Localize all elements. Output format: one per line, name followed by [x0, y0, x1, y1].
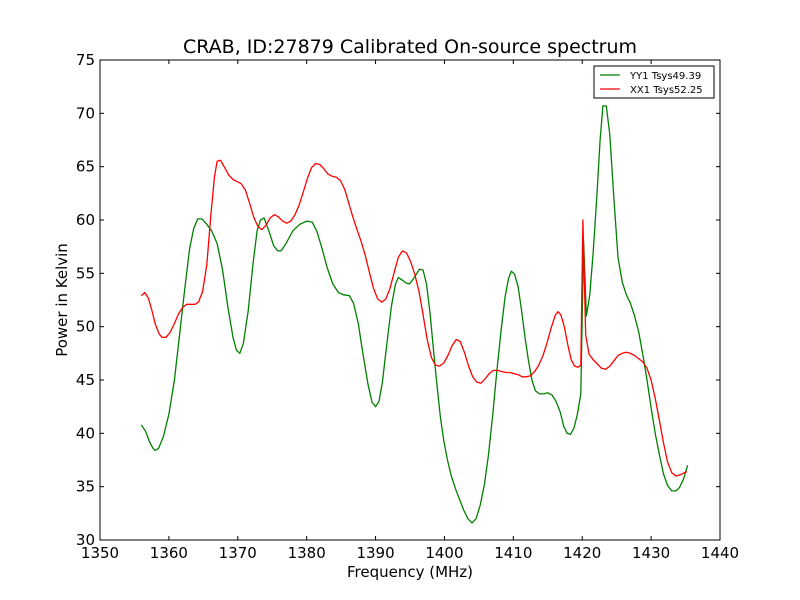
legend: YY1 Tsys49.39 XX1 Tsys52.25 [593, 65, 715, 99]
plot-frame [99, 59, 721, 541]
y-tick-label: 65 [76, 158, 95, 176]
x-axis-label: Frequency (MHz) [347, 563, 473, 581]
y-tick-label: 35 [76, 478, 95, 496]
x-tick-label: 1370 [219, 544, 257, 562]
x-tick-label: 1400 [425, 544, 463, 562]
x-tick-label: 1390 [356, 544, 394, 562]
series-layer [140, 105, 689, 524]
y-tick-label: 45 [76, 371, 95, 389]
y-tick-label: 60 [76, 211, 95, 229]
y-axis-label: Power in Kelvin [53, 243, 71, 357]
series-line-0 [140, 105, 689, 524]
x-tick-label: 1440 [701, 544, 739, 562]
plot-area: 1350 1360 1370 1380 1390 1400 1410 1420 1430 1440… [76, 51, 739, 562]
chart-title: CRAB, ID:27879 Calibrated On-source spec… [183, 36, 637, 58]
y-tick-label: 30 [76, 531, 95, 549]
y-tick-label: 55 [76, 264, 95, 282]
legend-label-0: YY1 Tsys49.39 [629, 71, 701, 82]
x-tick-label: 1430 [632, 544, 670, 562]
series-line-1 [140, 159, 688, 477]
legend-label-1: XX1 Tsys52.25 [630, 85, 703, 96]
y-tick-label: 50 [76, 318, 95, 336]
tick-layer: 1350 1360 1370 1380 1390 1400 1410 1420 1430 1440… [76, 51, 739, 562]
y-tick-label: 75 [76, 51, 95, 69]
x-tick-label: 1410 [494, 544, 532, 562]
x-tick-label: 1380 [288, 544, 326, 562]
y-tick-label: 70 [76, 104, 95, 122]
x-tick-label: 1420 [563, 544, 601, 562]
y-tick-label: 40 [76, 424, 95, 442]
legend-box [593, 65, 715, 99]
x-tick-label: 1360 [150, 544, 188, 562]
x-tick-label: 1350 [81, 544, 119, 562]
